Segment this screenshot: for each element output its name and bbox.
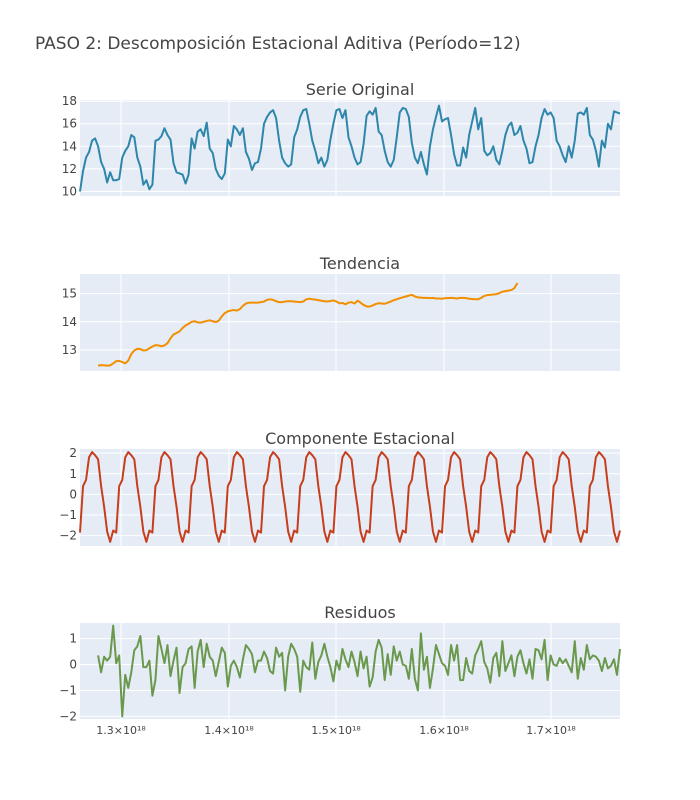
y-tick-label: 14 [62,315,77,329]
series-line [97,282,519,367]
series-line [79,104,621,192]
subplot-2: 13 14 15 Tendencia [62,254,620,371]
y-tick-label: 1 [69,467,77,481]
y-tick-label: 15 [62,287,77,301]
x-tick-label: 1.4×10¹⁸ [204,724,254,737]
subplot-title: Serie Original [306,80,415,99]
subplot-title: Tendencia [319,254,400,273]
subplot-3: −2 −1 0 1 2 Componente Estacional [59,429,621,546]
y-tick-label: 0 [69,658,77,672]
plot-background [80,274,620,371]
x-tick-label: 1.6×10¹⁸ [419,724,469,737]
y-tick-label: 16 [62,117,77,131]
series-line [97,624,621,718]
y-tick-label: 1 [69,632,77,646]
subplot-4: −2 −1 0 1 Residuos 1.3×10¹⁸ 1.4×10¹⁸ 1.5×10¹⁸ 1.… [59,603,621,737]
subplot-1: 10 12 14 16 18 Serie Original [62,80,621,198]
subplot-title: Componente Estacional [265,429,455,448]
series-line [79,451,621,543]
y-tick-label: 12 [62,162,77,176]
x-tick-label: 1.5×10¹⁸ [311,724,361,737]
x-tick-label: 1.3×10¹⁸ [96,724,146,737]
subplot-title: Residuos [324,603,395,622]
y-tick-label: 14 [62,139,77,153]
y-tick-label: −1 [59,683,77,697]
y-tick-label: −2 [59,529,77,543]
plot-background [80,623,620,719]
y-tick-label: 10 [62,184,77,198]
page-title: PASO 2: Descomposición Estacional Aditiv… [35,34,521,54]
y-tick-label: 2 [69,446,77,460]
plot-background [80,100,620,196]
y-tick-label: 13 [62,343,77,357]
x-tick-label: 1.7×10¹⁸ [526,724,576,737]
y-tick-label: 0 [69,487,77,501]
y-tick-label: −2 [59,709,77,723]
plot-background [80,449,620,546]
y-tick-label: 18 [62,94,77,108]
y-tick-label: −1 [59,508,77,522]
